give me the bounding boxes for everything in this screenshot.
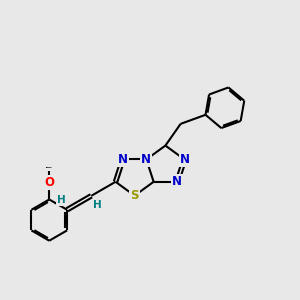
Text: S: S — [130, 189, 139, 202]
Text: methoxy: methoxy — [46, 167, 52, 168]
Text: H: H — [57, 195, 66, 205]
Text: O: O — [44, 176, 54, 189]
Text: H: H — [92, 200, 101, 211]
Text: N: N — [172, 175, 182, 188]
Text: N: N — [118, 153, 128, 166]
Text: methoxy: methoxy — [46, 167, 52, 168]
Text: N: N — [179, 153, 189, 166]
Text: N: N — [141, 153, 152, 166]
